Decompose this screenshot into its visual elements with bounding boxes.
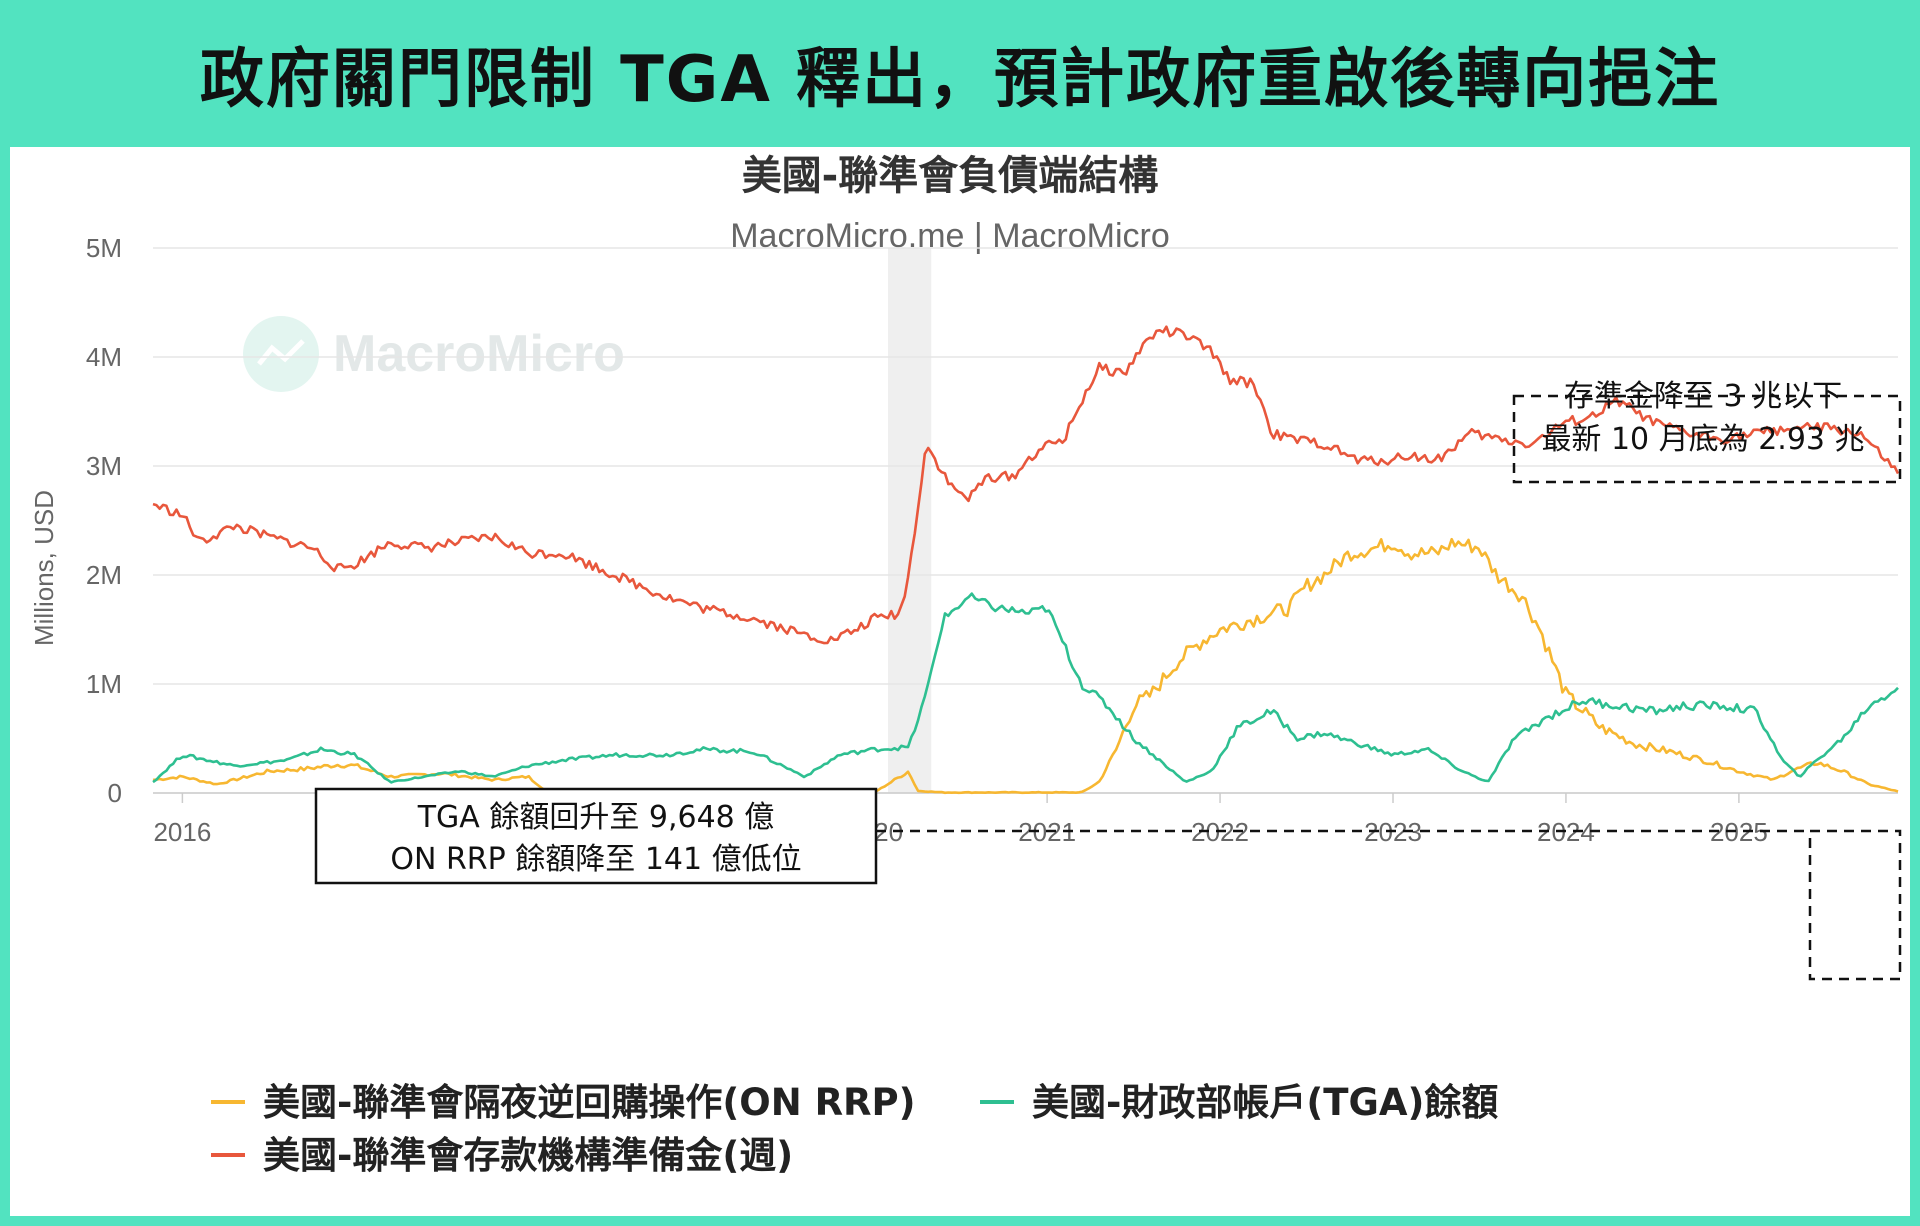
- y-axis: 0 1M 2M 3M 4M 5M: [86, 233, 122, 808]
- watermark-text: MacroMicro: [333, 325, 625, 383]
- series: [152, 325, 1900, 795]
- reserves-highlight-box: [1512, 394, 1902, 484]
- watermark-logo-mark: [257, 339, 305, 366]
- series-reserves: [152, 325, 1900, 645]
- y-axis-label: Millions, USD: [29, 490, 59, 646]
- watermark: MacroMicro: [243, 316, 625, 392]
- y-tick-label: 1M: [86, 669, 122, 699]
- y-tick-label: 4M: [86, 342, 122, 372]
- x-tick-label: 2016: [153, 817, 211, 847]
- y-tick-label: 2M: [86, 560, 122, 590]
- y-tick-label: 5M: [86, 233, 122, 263]
- chart-title: 美國-聯準會負債端結構: [742, 153, 1159, 199]
- y-tick-label: 3M: [86, 451, 122, 481]
- reserves-annotation-line-1: 存準金降至 3 兆以下: [1564, 379, 1842, 414]
- legend-label-reserves: 美國-聯準會存款機構準備金(週): [263, 1134, 793, 1177]
- tga-annotation-box: [314, 787, 878, 885]
- x-tick-label: 2025: [1710, 817, 1768, 847]
- legend-label-tga: 美國-財政部帳戶(TGA)餘額: [1032, 1081, 1498, 1124]
- legend-label-on-rrp: 美國-聯準會隔夜逆回購操作(ON RRP): [263, 1081, 916, 1124]
- recession-band: [888, 248, 932, 793]
- chart-subtitle: MacroMicro.me | MacroMicro: [730, 217, 1170, 255]
- tga-annotation-line-1: TGA 餘額回升至 9,648 億: [417, 800, 775, 835]
- banner: 政府關門限制 TGA 釋出，預計政府重啟後轉向挹注: [0, 0, 1920, 147]
- series-tga: [152, 592, 1899, 784]
- tga-highlight-box: [1808, 829, 1902, 981]
- banner-title: 政府關門限制 TGA 釋出，預計政府重啟後轉向挹注: [199, 42, 1721, 117]
- y-tick-label: 0: [108, 778, 122, 808]
- chart-svg: 美國-聯準會負債端結構 MacroMicro.me | MacroMicro M…: [29, 153, 1902, 1177]
- reserves-annotation-line-2: 最新 10 月底為 2.93 兆: [1541, 422, 1864, 457]
- series-on-rrp: [152, 537, 1899, 795]
- chart-card: 美國-聯準會負債端結構 MacroMicro.me | MacroMicro M…: [10, 147, 1910, 1216]
- tga-annotation-line-2: ON RRP 餘額降至 141 億低位: [390, 842, 801, 877]
- legend: 美國-聯準會隔夜逆回購操作(ON RRP) 美國-財政部帳戶(TGA)餘額 美國…: [211, 1081, 1498, 1177]
